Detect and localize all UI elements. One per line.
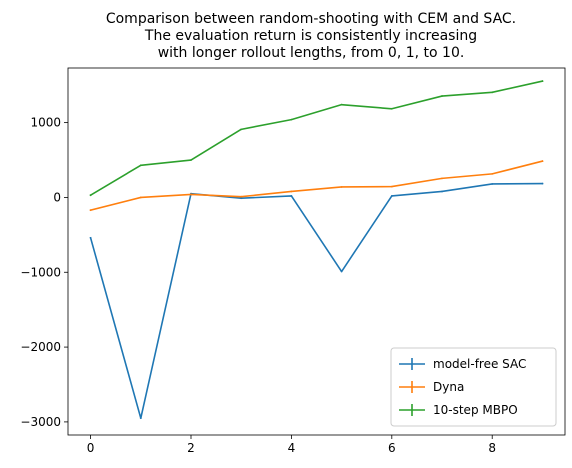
data-point xyxy=(139,164,142,167)
data-point xyxy=(441,95,443,97)
plot-area xyxy=(89,80,544,420)
data-point xyxy=(290,190,293,193)
title-line-1: Comparison between random-shooting with … xyxy=(106,11,516,27)
data-point xyxy=(491,91,494,94)
data-point xyxy=(190,193,192,196)
data-point xyxy=(139,196,142,199)
series-line-1 xyxy=(89,160,544,212)
y-tick-label: −2000 xyxy=(20,340,61,354)
legend-label: 10-step MBPO xyxy=(433,403,518,417)
data-point xyxy=(190,159,192,161)
y-tick-label: −3000 xyxy=(20,415,61,429)
y-tick-label: −1000 xyxy=(20,265,61,279)
data-point xyxy=(390,185,393,188)
data-point xyxy=(491,183,494,185)
title-line-3: with longer rollout lengths, from 0, 1, … xyxy=(158,45,465,61)
data-point xyxy=(89,236,92,239)
x-tick-label: 8 xyxy=(488,441,496,455)
data-point xyxy=(240,128,243,131)
data-point xyxy=(340,103,343,106)
y-tick-label: 1000 xyxy=(30,116,61,130)
data-point xyxy=(390,195,393,197)
legend-label: model-free SAC xyxy=(433,357,526,371)
data-point xyxy=(340,186,343,188)
data-point xyxy=(491,172,494,175)
x-tick-label: 6 xyxy=(388,441,396,455)
data-point xyxy=(139,417,142,420)
x-tick-label: 0 xyxy=(87,441,95,455)
axes: 0 2 4 6 8 −3000 −2000 −1000 0 1000 xyxy=(20,67,566,455)
data-point xyxy=(89,194,92,197)
data-point xyxy=(541,160,544,163)
y-tick-label: 0 xyxy=(53,190,61,204)
data-point xyxy=(290,195,293,197)
legend-box xyxy=(390,347,557,427)
legend-label: Dyna xyxy=(433,380,464,394)
data-point xyxy=(89,209,92,212)
data-point xyxy=(240,197,243,200)
title-line-2: The evaluation return is consistently in… xyxy=(144,28,477,44)
x-tick-label: 2 xyxy=(187,441,195,455)
series-line-2 xyxy=(89,80,544,197)
data-point xyxy=(441,190,443,193)
data-point xyxy=(390,107,393,110)
data-point xyxy=(541,80,544,82)
series-line-0 xyxy=(89,182,544,419)
data-point xyxy=(441,177,443,180)
data-point xyxy=(340,270,343,273)
data-point xyxy=(541,182,544,185)
chart-title: Comparison between random-shooting with … xyxy=(106,11,516,61)
axes-frame xyxy=(67,67,566,436)
data-point xyxy=(290,118,293,121)
legend: model-free SAC Dyna 10-step MBPO xyxy=(390,347,557,427)
data-point xyxy=(240,195,243,198)
x-tick-label: 4 xyxy=(288,441,296,455)
